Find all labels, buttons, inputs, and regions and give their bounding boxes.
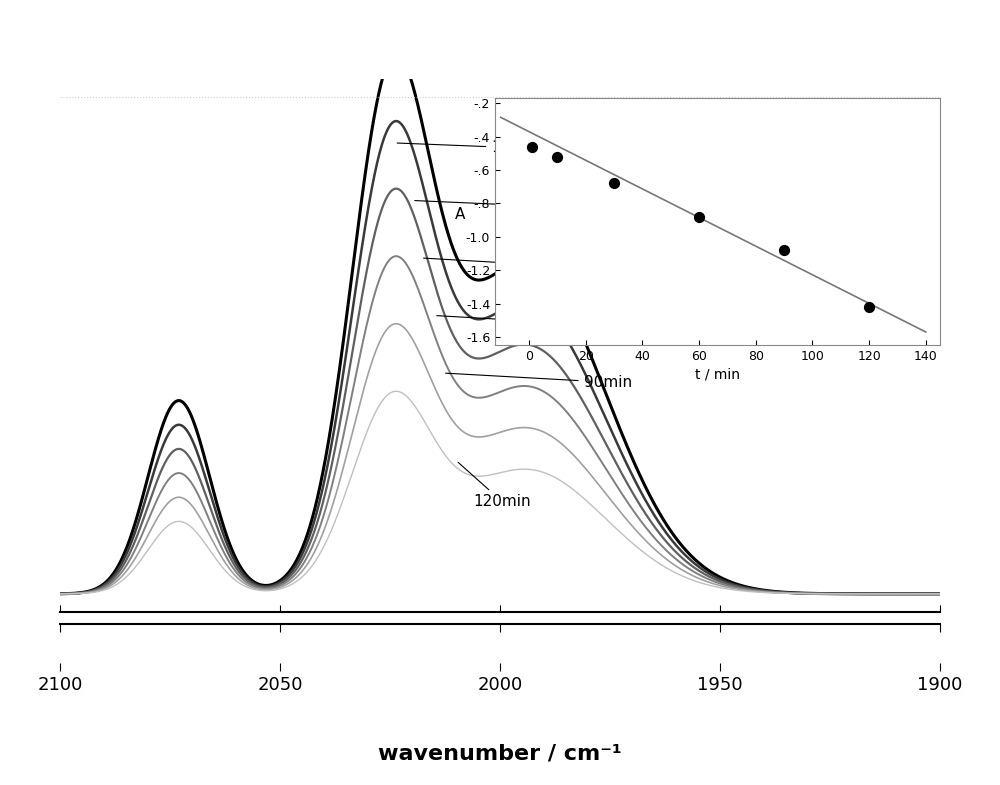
Text: 1min: 1min <box>397 140 530 155</box>
Point <box>524 141 540 153</box>
Text: 90min: 90min <box>446 373 632 389</box>
Text: wavenumber / cm⁻¹: wavenumber / cm⁻¹ <box>378 743 622 764</box>
Text: 30min: 30min <box>424 258 605 275</box>
Point <box>606 177 622 190</box>
Point <box>691 210 707 223</box>
Point <box>861 301 877 313</box>
Point <box>549 150 565 162</box>
Text: 120min: 120min <box>458 462 531 509</box>
Text: 10min: 10min <box>415 200 592 215</box>
Y-axis label: A: A <box>455 206 465 222</box>
Text: 60min: 60min <box>437 316 619 332</box>
X-axis label: t / min: t / min <box>695 367 740 382</box>
Point <box>776 244 792 257</box>
